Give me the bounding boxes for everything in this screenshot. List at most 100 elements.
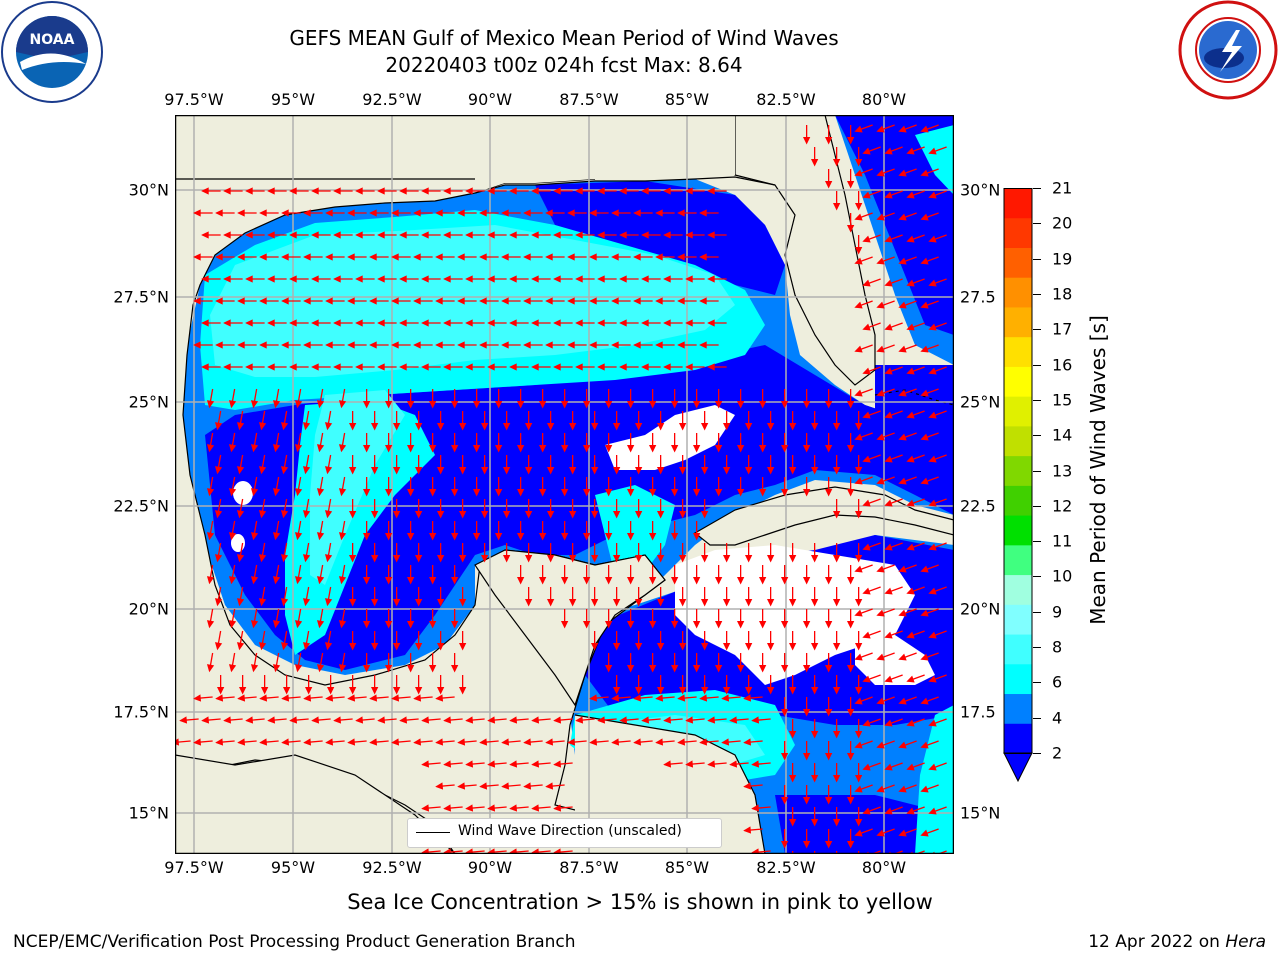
wave-direction-arrowhead	[854, 598, 863, 607]
wave-direction-arrowhead	[876, 697, 885, 705]
wave-direction-arrowhead	[699, 694, 708, 702]
chart-subtitle: 20220403 t00z 024h fcst Max: 8.64	[385, 53, 743, 77]
central-america-land	[175, 754, 456, 854]
wave-direction-arrowhead	[920, 477, 929, 485]
wave-direction-arrowhead	[884, 411, 893, 419]
wave-direction-arrowhead	[325, 209, 333, 217]
colorbar-segment	[1004, 455, 1032, 486]
wave-direction-arrowhead	[494, 488, 503, 497]
wave-direction-arrowhead	[384, 400, 393, 409]
wave-direction-arrowhead	[369, 694, 378, 702]
wave-direction-arrowhead	[472, 444, 481, 453]
wave-direction-arrowhead	[898, 169, 907, 177]
wave-direction-arrowhead	[325, 253, 333, 261]
wave-direction-arrowhead	[325, 738, 334, 746]
wave-direction-arrowhead	[480, 466, 489, 475]
wave-direction-arrowhead	[406, 576, 415, 585]
colorbar-segment	[1004, 604, 1032, 635]
wave-direction-arrowhead	[920, 785, 929, 793]
wave-direction-arrowhead	[928, 719, 937, 727]
wave-direction-arrowhead	[758, 576, 767, 585]
wave-direction-arrowhead	[392, 598, 401, 607]
wave-direction-arrowhead	[862, 763, 871, 771]
wave-direction-arrowhead	[413, 694, 422, 702]
wave-direction-arrowhead	[928, 411, 937, 419]
wave-direction-arrowhead	[714, 664, 723, 673]
lon-label-bottom: 82.5°W	[756, 858, 816, 877]
wave-direction-arrowhead	[802, 488, 811, 497]
wave-direction-arrowhead	[369, 341, 377, 349]
wave-direction-arrowhead	[259, 341, 267, 349]
wave-direction-arrowhead	[876, 433, 885, 441]
wave-direction-arrowhead	[436, 422, 445, 431]
wave-direction-arrowhead	[392, 554, 401, 563]
wave-direction-arrowhead	[333, 716, 342, 724]
wave-direction-arrowhead	[523, 209, 531, 217]
wave-direction-arrowhead	[509, 716, 518, 724]
colorbar-segment	[1004, 217, 1032, 248]
wave-direction-arrowhead	[692, 444, 701, 453]
wave-direction-arrowhead	[788, 686, 797, 695]
wave-direction-arrowhead	[406, 400, 415, 409]
lat-label-right: 17.5	[960, 702, 996, 722]
wave-direction-arrowhead	[884, 235, 893, 243]
wave-direction-arrowhead	[898, 829, 907, 837]
colorbar-tick	[1033, 576, 1041, 578]
wave-direction-arrowhead	[206, 620, 215, 629]
wave-direction-arrowhead	[729, 760, 738, 768]
wave-direction-arrowhead	[920, 433, 929, 441]
wave-direction-arrowhead	[237, 253, 245, 261]
colorbar-tick	[1033, 717, 1041, 719]
wave-direction-arrowhead	[281, 341, 289, 349]
wave-direction-arrowhead	[832, 510, 841, 519]
wave-direction-arrowhead	[802, 752, 811, 761]
wave-direction-arrowhead	[854, 653, 863, 661]
wave-direction-arrowhead	[906, 763, 915, 771]
wave-direction-arrowhead	[589, 738, 598, 746]
wave-direction-arrowhead	[428, 400, 437, 409]
wave-direction-arrowhead	[692, 488, 701, 497]
wave-direction-arrowhead	[443, 804, 452, 812]
wave-direction-arrowhead	[524, 554, 533, 563]
wave-direction-arrowhead	[384, 576, 393, 585]
wave-direction-arrowhead	[567, 253, 575, 261]
wave-direction-arrowhead	[193, 694, 202, 702]
wave-direction-arrowhead	[436, 686, 445, 695]
wave-direction-arrowhead	[634, 686, 643, 695]
wave-direction-arrowhead	[780, 796, 789, 805]
wave-direction-arrowhead	[648, 620, 657, 629]
lon-label-bottom: 80°W	[861, 858, 907, 877]
wave-direction-arrowhead	[245, 187, 253, 195]
wave-direction-arrowhead	[479, 738, 488, 746]
wave-direction-arrowhead	[289, 363, 297, 371]
wave-direction-arrowhead	[509, 275, 517, 283]
wave-direction-arrowhead	[854, 554, 863, 563]
wave-direction-arrowhead	[414, 642, 423, 651]
lon-label-top: 95°W	[270, 90, 316, 109]
wave-direction-arrowhead	[678, 686, 687, 695]
wave-direction-arrowhead	[648, 488, 657, 497]
wave-direction-arrowhead	[272, 620, 281, 629]
wave-direction-arrowhead	[619, 363, 627, 371]
wave-direction-arrowhead	[435, 694, 444, 702]
wave-direction-arrowhead	[884, 191, 893, 199]
wave-direction-arrowhead	[604, 400, 613, 409]
wave-direction-arrowhead	[810, 818, 819, 827]
wave-direction-arrowhead	[523, 253, 531, 261]
wave-direction-arrowhead	[289, 275, 297, 283]
wave-direction-arrowhead	[443, 760, 452, 768]
wave-direction-arrowhead	[854, 730, 863, 739]
wave-direction-arrowhead	[399, 231, 407, 239]
wave-direction-arrowhead	[744, 466, 753, 475]
wave-direction-arrowhead	[758, 400, 767, 409]
wave-direction-arrowhead	[272, 532, 281, 541]
wave-direction-arrowhead	[729, 716, 738, 724]
wave-direction-arrowhead	[421, 275, 429, 283]
wave-direction-arrowhead	[641, 716, 650, 724]
wave-direction-arrowhead	[523, 297, 531, 305]
wave-direction-arrowhead	[590, 510, 599, 519]
wave-direction-arrowhead	[634, 642, 643, 651]
wave-direction-arrowhead	[633, 297, 641, 305]
wave-direction-arrowhead	[458, 466, 467, 475]
wave-direction-arrowhead	[634, 510, 643, 519]
